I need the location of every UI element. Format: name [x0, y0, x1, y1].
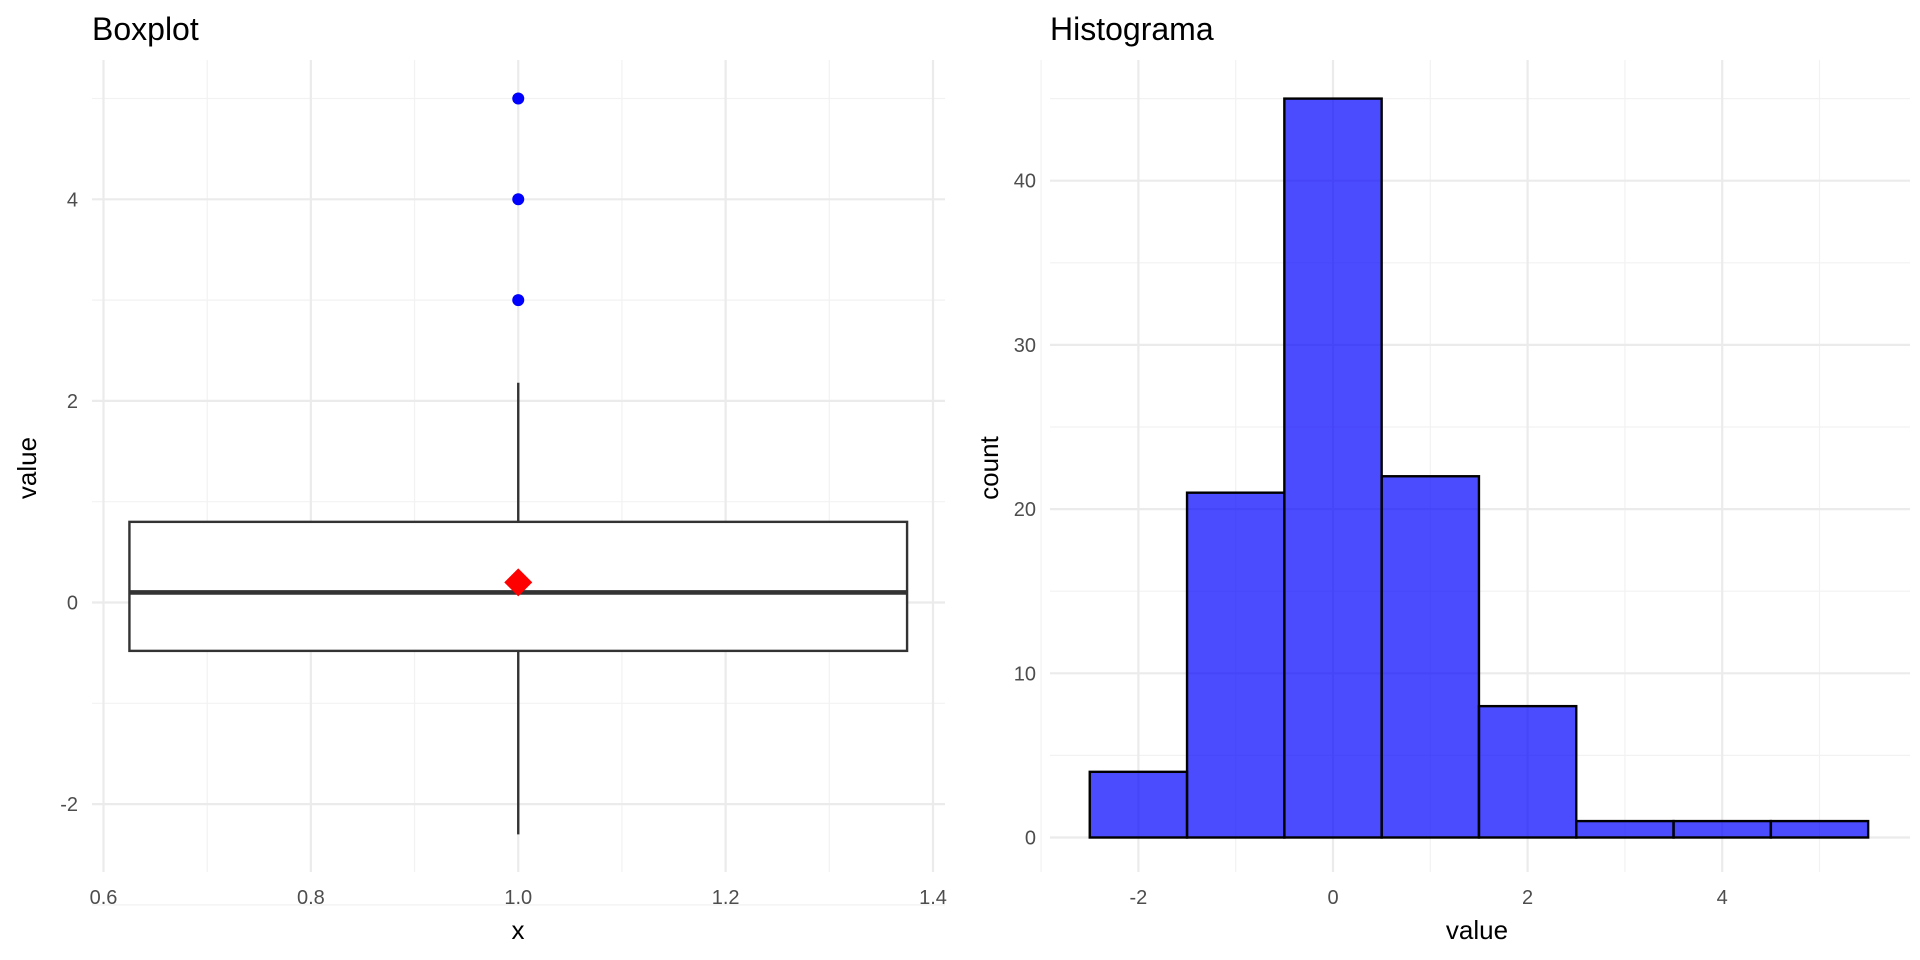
- boxplot-title: Boxplot: [92, 11, 199, 47]
- histogram-y-tick-label: 40: [1014, 171, 1036, 193]
- boxplot-x-axis-title: x: [512, 915, 525, 945]
- boxplot-mean-marker: [504, 568, 533, 597]
- boxplot-y-tick-label: -2: [60, 794, 78, 816]
- boxplot-x-tick-label: 1.2: [712, 887, 740, 909]
- boxplot-panel: 0.6 0.8 1.0 1.2 1.4 -2 0 2 4: [60, 60, 947, 909]
- boxplot-outlier-point: [512, 294, 525, 307]
- boxplot-x-tick-label: 1.4: [919, 887, 947, 909]
- histogram-title: Histograma: [1050, 11, 1214, 47]
- histogram-x-tick-label: 2: [1522, 887, 1533, 909]
- histogram-bar: [1185, 491, 1286, 839]
- histogram-y-tick-label: 30: [1014, 335, 1036, 357]
- boxplot-x-tick-label: 0.8: [297, 887, 325, 909]
- histogram-bar: [1283, 97, 1383, 839]
- boxplot-y-axis-title: value: [12, 437, 42, 499]
- boxplot-outlier-point: [512, 92, 525, 105]
- histogram-bar: [1672, 819, 1773, 839]
- histogram-bar: [1477, 704, 1578, 839]
- histogram-y-tick-label: 20: [1014, 499, 1036, 521]
- boxplot-y-tick-label: 2: [67, 391, 78, 413]
- boxplot-y-tick-label: 4: [67, 189, 78, 211]
- histogram-y-axis-title: count: [974, 435, 1004, 499]
- histogram-bar: [1575, 819, 1675, 839]
- histogram-y-tick-label: 0: [1025, 828, 1036, 850]
- histogram-x-tick-label: -2: [1130, 887, 1148, 909]
- boxplot-x-tick-label: 1.0: [504, 887, 532, 909]
- boxplot-x-tick-label: 0.6: [90, 887, 118, 909]
- boxplot-outlier-point: [512, 193, 525, 206]
- histogram-bar: [1769, 819, 1870, 839]
- histogram-x-axis-title: value: [1446, 915, 1508, 945]
- histogram-bar: [1380, 475, 1481, 839]
- histogram-bar: [1088, 770, 1189, 839]
- histogram-x-tick-label: 0: [1327, 887, 1338, 909]
- boxplot-y-tick-label: 0: [67, 593, 78, 615]
- histogram-x-tick-label: 4: [1717, 887, 1728, 909]
- histogram-y-tick-label: 10: [1014, 663, 1036, 685]
